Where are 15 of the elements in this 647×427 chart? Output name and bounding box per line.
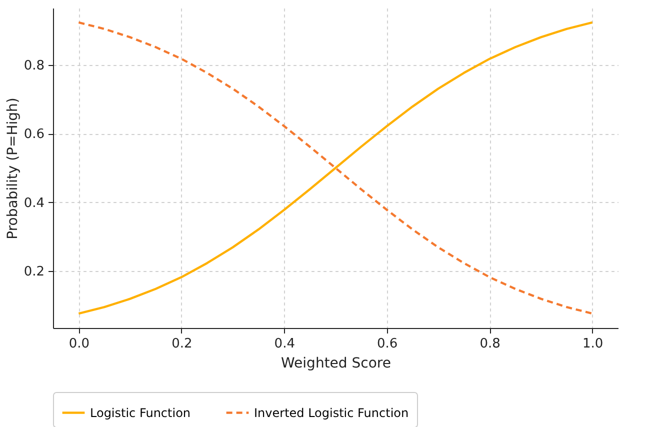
y-axis-title: Probability (P=High): [4, 98, 21, 240]
x-axis-title: Weighted Score: [281, 356, 391, 372]
x-tick-label: 1.0: [582, 336, 604, 352]
x-tick-label: 0.2: [172, 336, 192, 352]
x-tick-label: 0.6: [377, 336, 398, 352]
x-tick-label: 0.0: [68, 336, 90, 352]
legend-label: Inverted Logistic Function: [254, 406, 409, 420]
legend-label: Logistic Function: [90, 406, 191, 420]
y-tick-label: 0.4: [24, 196, 44, 211]
x-tick-label: 0.4: [274, 336, 295, 352]
y-tick-label: 0.8: [24, 58, 44, 74]
x-tick-label: 0.8: [480, 336, 500, 352]
y-tick-label: 0.6: [24, 127, 44, 142]
line-series: [78, 21, 594, 315]
y-tick-label: 0.2: [24, 264, 44, 280]
